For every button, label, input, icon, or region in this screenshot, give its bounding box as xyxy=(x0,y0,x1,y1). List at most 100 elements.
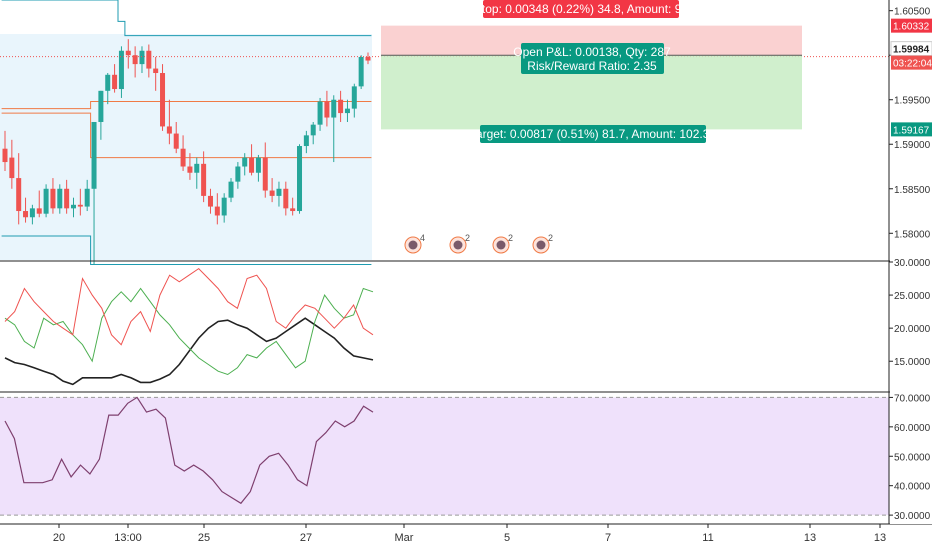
pnl-label-text: Open P&L: 0.00138, Qty: 287 xyxy=(513,45,671,59)
target-label-text: Target: 0.00817 (0.51%) 81.7, Amount: 10… xyxy=(470,127,716,141)
candle[interactable] xyxy=(338,90,344,122)
candle[interactable] xyxy=(132,46,138,78)
rsi-series xyxy=(4,396,374,505)
target-label-bg xyxy=(480,125,706,143)
candle[interactable] xyxy=(283,181,289,216)
candle[interactable] xyxy=(77,188,83,216)
candle[interactable] xyxy=(2,130,8,171)
candle[interactable] xyxy=(180,135,186,171)
candle[interactable] xyxy=(310,121,316,145)
event-marker-count: 2 xyxy=(508,233,513,243)
candle-body xyxy=(351,86,357,109)
candle[interactable] xyxy=(351,83,357,118)
candle[interactable] xyxy=(255,154,261,182)
candle[interactable] xyxy=(64,179,70,214)
candle-body xyxy=(139,50,145,65)
candle[interactable] xyxy=(70,197,76,218)
candle[interactable] xyxy=(139,46,145,74)
candle[interactable] xyxy=(201,151,207,203)
price-tick-label: 1.58000 xyxy=(894,229,931,240)
event-icon xyxy=(536,240,546,250)
candle[interactable] xyxy=(118,46,124,98)
event-marker[interactable]: 2 xyxy=(449,233,470,254)
candle-body xyxy=(194,163,200,173)
event-marker-count: 2 xyxy=(548,233,553,243)
candle[interactable] xyxy=(228,178,234,203)
price-pane[interactable] xyxy=(0,0,889,265)
time-tick-label: 25 xyxy=(198,532,210,544)
candle[interactable] xyxy=(91,121,97,265)
stop-label: Stop: 0.00348 (0.22%) 34.8, Amount: 99 xyxy=(474,0,688,18)
candle[interactable] xyxy=(98,90,104,140)
event-marker[interactable]: 4 xyxy=(404,233,425,254)
candle[interactable] xyxy=(297,144,303,214)
candle[interactable] xyxy=(242,153,248,176)
candle-body xyxy=(43,188,49,214)
candle[interactable] xyxy=(317,97,323,131)
rsi-pane[interactable] xyxy=(0,396,889,516)
candle[interactable] xyxy=(221,193,227,223)
candle-body xyxy=(228,181,234,198)
candle[interactable] xyxy=(23,197,29,223)
candle-body xyxy=(297,146,303,212)
event-marker[interactable]: 2 xyxy=(492,233,513,254)
candle[interactable] xyxy=(105,73,111,105)
time-tick-label: 27 xyxy=(300,532,312,544)
candle[interactable] xyxy=(344,99,350,122)
adx-pane[interactable] xyxy=(4,267,374,386)
candle[interactable] xyxy=(365,52,371,65)
position-tool[interactable]: Stop: 0.00348 (0.22%) 34.8, Amount: 99 Op… xyxy=(381,0,802,254)
candle[interactable] xyxy=(303,130,309,154)
candle[interactable] xyxy=(16,153,22,225)
candle[interactable] xyxy=(153,56,159,91)
candle[interactable] xyxy=(173,121,179,154)
candle-body xyxy=(16,178,22,212)
price-badge-timer: 03:22:04 xyxy=(891,55,932,70)
candle-body xyxy=(9,157,15,179)
candle-body xyxy=(112,74,118,90)
candle[interactable] xyxy=(160,64,166,131)
rsi-tick-label: 40.0000 xyxy=(894,482,931,493)
candle[interactable] xyxy=(112,64,118,93)
candle-body xyxy=(70,204,76,209)
candle[interactable] xyxy=(207,188,213,214)
candle[interactable] xyxy=(262,142,268,198)
candle[interactable] xyxy=(166,99,172,145)
adx-tick-label: 30.0000 xyxy=(894,258,931,269)
candle[interactable] xyxy=(358,55,364,90)
candle[interactable] xyxy=(9,139,15,189)
candle[interactable] xyxy=(146,44,152,78)
candle[interactable] xyxy=(331,95,337,163)
time-tick-label: 11 xyxy=(702,532,713,544)
candle[interactable] xyxy=(269,178,275,203)
event-marker[interactable]: 2 xyxy=(532,233,553,254)
candle-body xyxy=(180,148,186,167)
candle-body xyxy=(2,148,8,163)
candle[interactable] xyxy=(84,179,90,212)
candle[interactable] xyxy=(214,193,220,225)
event-icon xyxy=(453,240,463,250)
candle[interactable] xyxy=(43,184,49,218)
candle[interactable] xyxy=(249,144,255,176)
candle-body xyxy=(221,197,227,216)
candle[interactable] xyxy=(324,90,330,127)
event-icon xyxy=(408,240,418,250)
candle-body xyxy=(331,99,337,118)
candle[interactable] xyxy=(57,184,63,214)
price-badge-target: 1.59167 xyxy=(891,122,932,137)
candle[interactable] xyxy=(50,178,56,214)
candle[interactable] xyxy=(187,153,193,180)
candle[interactable] xyxy=(235,162,241,189)
candle[interactable] xyxy=(194,157,200,189)
candle[interactable] xyxy=(29,204,35,225)
candle[interactable] xyxy=(36,190,42,218)
candle-body xyxy=(317,101,323,125)
candle-body xyxy=(365,56,371,61)
candle-body xyxy=(146,50,152,69)
candle[interactable] xyxy=(290,197,296,216)
candle[interactable] xyxy=(276,181,282,207)
candle[interactable] xyxy=(125,39,131,69)
